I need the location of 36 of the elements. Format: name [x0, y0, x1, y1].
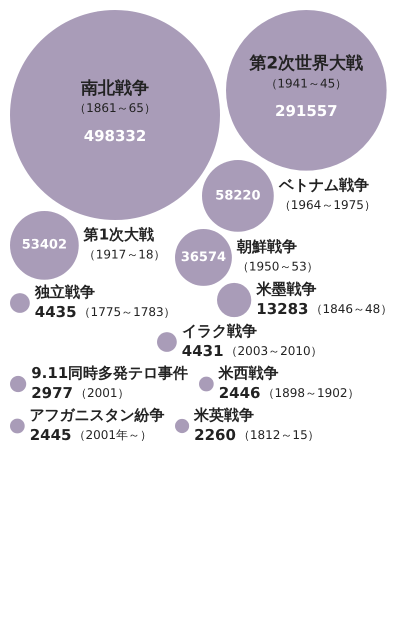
text: （1950～53） — [236, 260, 319, 274]
category-label: 朝鮮戦争 — [236, 237, 297, 256]
text: （1941～45） — [265, 76, 348, 90]
text: （2003～2010） — [226, 344, 323, 358]
text: （1812～15） — [238, 428, 320, 442]
category-label: 米西戦争 — [218, 364, 279, 382]
text: （2001年～） — [73, 428, 152, 442]
category-label: 米英戦争 — [193, 406, 254, 424]
category-label: 独立戦争 — [34, 282, 95, 301]
data-label: 291557 — [275, 102, 338, 120]
text: （1846～48） — [310, 302, 392, 316]
data-label: 4431 — [182, 342, 224, 360]
category-label: ベトナム戦争 — [278, 176, 369, 194]
data-label: 498332 — [84, 126, 146, 145]
data-label: 53402 — [22, 238, 67, 253]
category-label: 第1次大戦 — [82, 225, 154, 244]
data-label: 2446 — [218, 384, 260, 402]
category-label: 米墨戦争 — [255, 280, 316, 298]
text: （1964～1975） — [278, 198, 376, 212]
text: （1775～1783） — [78, 305, 176, 320]
text: （1898～1902） — [262, 386, 360, 400]
text: （1861～65） — [74, 101, 156, 116]
data-label: 2977 — [31, 384, 73, 402]
category-label: イラク戦争 — [182, 322, 257, 340]
data-label: 13283 — [256, 300, 308, 318]
category-label: 第2次世界大戦 — [248, 54, 364, 74]
category-label: 9.11同時多発テロ事件 — [31, 364, 188, 382]
data-label: 4435 — [34, 302, 77, 321]
data-label: 36574 — [180, 250, 226, 265]
text: （2001） — [74, 386, 130, 400]
category-label: アフガニスタン紛争 — [30, 406, 165, 424]
data-label: 2260 — [194, 426, 236, 444]
text: （1917～18） — [84, 247, 166, 262]
data-label: 58220 — [215, 188, 261, 204]
data-label: 2445 — [30, 426, 72, 444]
category-label: 南北戦争 — [80, 78, 149, 98]
